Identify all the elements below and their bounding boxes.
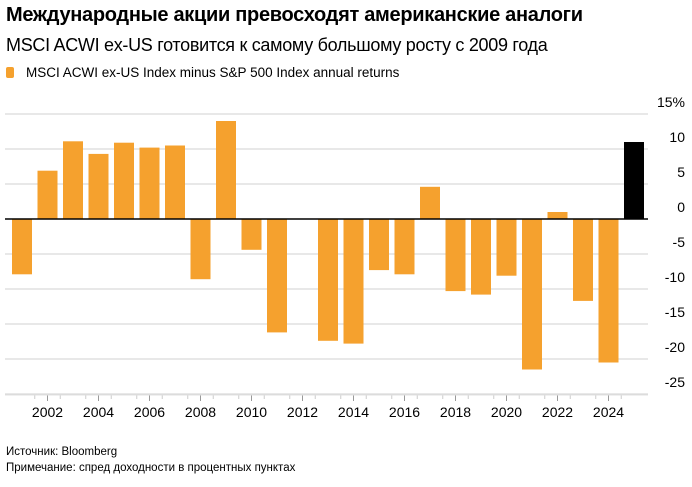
y-tick-label: -5	[673, 234, 686, 250]
bar-2013	[318, 219, 338, 341]
y-tick-label: -10	[665, 269, 685, 285]
bar-2008	[190, 219, 211, 280]
legend-label: MSCI ACWI ex-US Index minus S&P 500 Inde…	[26, 65, 400, 80]
y-tick-label: 5	[677, 164, 685, 180]
bar-2022	[547, 212, 568, 219]
chart-title: Международные акции превосходят американ…	[6, 4, 583, 26]
bar-2017	[420, 186, 440, 219]
bar-2009	[216, 121, 236, 219]
bar-2023	[573, 219, 593, 301]
bar-2006	[139, 147, 160, 219]
x-tick-label: 2004	[83, 404, 114, 420]
bar-2020	[496, 219, 517, 276]
x-tick-label: 2014	[338, 404, 369, 420]
y-tick-label: 0	[677, 199, 685, 215]
bar-2002	[37, 170, 58, 219]
legend-swatch	[6, 67, 14, 78]
y-tick-label: 10	[669, 129, 685, 145]
legend: MSCI ACWI ex-US Index minus S&P 500 Inde…	[6, 65, 399, 80]
x-tick-label: 2024	[593, 404, 624, 420]
x-tick-label: 2016	[389, 404, 420, 420]
bar-2001	[12, 219, 32, 275]
x-tick-label: 2012	[287, 404, 318, 420]
bar-2018	[445, 219, 466, 292]
bar-2024	[598, 219, 619, 363]
bar-2025	[624, 142, 644, 219]
bar-2016	[394, 219, 415, 275]
bar-2005	[114, 142, 134, 219]
bar-2019	[471, 219, 491, 295]
bar-2003	[63, 141, 83, 219]
y-tick-label: -25	[665, 374, 685, 390]
bar-2011	[267, 219, 287, 333]
x-tick-label: 2010	[236, 404, 267, 420]
x-tick-label: 2002	[32, 404, 63, 420]
y-tick-label: 15%	[657, 94, 685, 110]
bar-2004	[88, 153, 109, 219]
footnote: Примечание: спред доходности в процентны…	[6, 462, 296, 474]
bar-2010	[241, 219, 262, 250]
bar-2015	[369, 219, 389, 271]
x-tick-label: 2020	[491, 404, 522, 420]
bar-2021	[522, 219, 542, 370]
y-tick-label: -15	[665, 304, 685, 320]
x-tick-label: 2008	[185, 404, 216, 420]
x-tick-label: 2018	[440, 404, 471, 420]
x-tick-label: 2022	[542, 404, 573, 420]
y-tick-label: -20	[665, 339, 685, 355]
bar-2007	[165, 145, 185, 219]
bar-2014	[343, 219, 364, 344]
source-note: Источник: Bloomberg	[6, 446, 118, 458]
x-tick-label: 2006	[134, 404, 165, 420]
chart-subtitle: MSCI ACWI ex-US готовится к самому больш…	[6, 35, 548, 55]
